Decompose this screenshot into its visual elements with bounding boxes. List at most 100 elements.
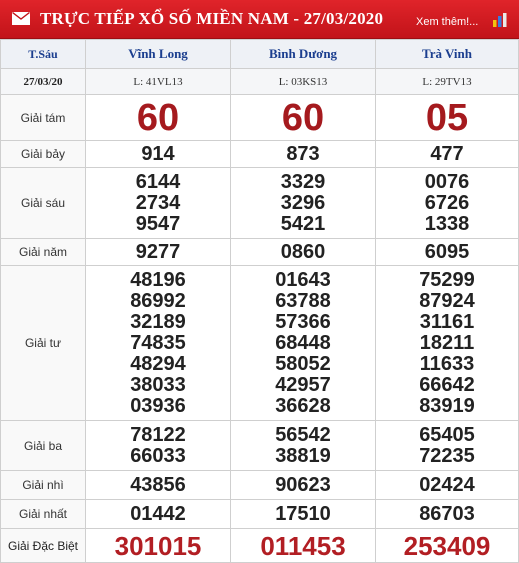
- result-number: 0076: [424, 170, 470, 193]
- prize-result-cell: 6144 2734 9547: [85, 167, 231, 239]
- prize-label: Giải năm: [0, 238, 86, 266]
- prize-result-cell: 01442: [85, 499, 231, 529]
- prize-label: Giải tư: [0, 265, 86, 421]
- result-number: 011453: [260, 530, 346, 561]
- prize-result-cell: 60: [230, 94, 376, 141]
- result-number: 60: [281, 96, 325, 139]
- result-number: 60: [136, 96, 180, 139]
- prize-result-cell: 477: [375, 140, 519, 168]
- ticket-code-0: L: 41VL13: [85, 68, 231, 95]
- result-number: 01442: [130, 502, 186, 525]
- prize-row: Giải bảy 914 873 477: [0, 140, 519, 168]
- prize-result-cell: 65405 72235: [375, 420, 519, 471]
- header-title: TRỰC TIẾP XỔ SỐ MIỀN NAM - 27/03/2020: [40, 9, 384, 28]
- result-number: 86703: [419, 502, 475, 525]
- result-number: 32189: [130, 310, 186, 333]
- result-number: 72235: [419, 444, 475, 467]
- prize-result-cell: 0860: [230, 238, 376, 266]
- result-number: 11633: [419, 352, 475, 375]
- province-name-0[interactable]: Vĩnh Long: [85, 39, 231, 69]
- result-number: 6144: [135, 170, 181, 193]
- prize-label: Giải bảy: [0, 140, 86, 168]
- result-number: 38819: [275, 444, 331, 467]
- prize-result-cell: 253409: [375, 528, 519, 563]
- result-number: 43856: [130, 473, 186, 496]
- prize-result-cell: 9277: [85, 238, 231, 266]
- result-number: 9277: [135, 240, 181, 263]
- prize-result-cell: 6095: [375, 238, 519, 266]
- prize-label: Giải Đặc Biệt: [0, 528, 86, 563]
- result-number: 301015: [114, 530, 202, 561]
- result-number: 18211: [419, 331, 475, 354]
- result-number: 3329: [280, 170, 326, 193]
- prize-result-cell: 873: [230, 140, 376, 168]
- prize-label: Giải nhất: [0, 499, 86, 529]
- header-bar: TRỰC TIẾP XỔ SỐ MIỀN NAM - 27/03/2020 Xe…: [0, 0, 519, 39]
- prize-result-cell: 17510: [230, 499, 376, 529]
- result-number: 90623: [275, 473, 331, 496]
- result-number: 873: [286, 142, 320, 165]
- result-number: 253409: [403, 530, 491, 561]
- prize-result-cell: 3329 3296 5421: [230, 167, 376, 239]
- result-number: 914: [141, 142, 175, 165]
- result-number: 74835: [130, 331, 186, 354]
- result-number: 1338: [424, 212, 470, 235]
- prize-result-cell: 301015: [85, 528, 231, 563]
- result-number: 66033: [130, 444, 186, 467]
- result-number: 02424: [419, 473, 475, 496]
- ticket-code-2: L: 29TV13: [375, 68, 519, 95]
- province-header-row: T.Sáu Vĩnh Long Bình Dương Trà Vinh: [0, 39, 519, 69]
- prize-result-cell: 43856: [85, 470, 231, 500]
- result-number: 48294: [130, 352, 186, 375]
- result-number: 48196: [130, 268, 186, 291]
- result-number: 36628: [275, 394, 331, 417]
- prize-result-cell: 90623: [230, 470, 376, 500]
- result-number: 78122: [130, 423, 186, 446]
- result-number: 87924: [419, 289, 475, 312]
- prize-row: Giải ba 78122 66033 56542 38819 65405 72235: [0, 420, 519, 471]
- result-number: 477: [430, 142, 464, 165]
- bar-chart-icon[interactable]: [492, 13, 508, 27]
- prize-row: Giải nhì 43856 90623 02424: [0, 470, 519, 500]
- result-number: 3296: [280, 191, 326, 214]
- result-number: 2734: [135, 191, 181, 214]
- prize-result-cell: 78122 66033: [85, 420, 231, 471]
- result-number: 01643: [275, 268, 331, 291]
- result-number: 75299: [419, 268, 475, 291]
- prize-result-cell: 60: [85, 94, 231, 141]
- see-more-link[interactable]: Xem thêm!...: [416, 16, 479, 28]
- draw-day: T.Sáu: [0, 39, 86, 69]
- result-number: 03936: [130, 394, 186, 417]
- prize-result-cell: 01643 63788 57366 68448 58052 42957 36628: [230, 265, 376, 421]
- result-number: 57366: [275, 310, 331, 333]
- result-number: 05: [425, 96, 469, 139]
- prize-result-cell: 914: [85, 140, 231, 168]
- result-number: 42957: [275, 373, 331, 396]
- result-number: 83919: [419, 394, 475, 417]
- prize-row: Giải nhất 01442 17510 86703: [0, 499, 519, 529]
- result-number: 56542: [275, 423, 331, 446]
- prize-label: Giải ba: [0, 420, 86, 471]
- result-number: 38033: [130, 373, 186, 396]
- envelope-icon: [12, 12, 30, 25]
- results-table: T.Sáu Vĩnh Long Bình Dương Trà Vinh 27/0…: [0, 39, 519, 563]
- prize-result-cell: 0076 6726 1338: [375, 167, 519, 239]
- result-number: 6726: [424, 191, 470, 214]
- prize-result-cell: 86703: [375, 499, 519, 529]
- prize-row: Giải sáu 6144 2734 9547 3329 3296 5421 0076 6726…: [0, 167, 519, 239]
- result-number: 5421: [280, 212, 326, 235]
- province-name-2[interactable]: Trà Vinh: [375, 39, 519, 69]
- prize-row: Giải tám 60 60 05: [0, 94, 519, 141]
- prize-result-cell: 02424: [375, 470, 519, 500]
- result-number: 17510: [275, 502, 331, 525]
- prize-label: Giải sáu: [0, 167, 86, 239]
- prize-result-cell: 48196 86992 32189 74835 48294 38033 03936: [85, 265, 231, 421]
- result-number: 6095: [424, 240, 470, 263]
- ticket-code-1: L: 03KS13: [230, 68, 376, 95]
- prize-label: Giải tám: [0, 94, 86, 141]
- province-name-1[interactable]: Bình Dương: [230, 39, 376, 69]
- prize-result-cell: 75299 87924 31161 18211 11633 66642 83919: [375, 265, 519, 421]
- draw-date: 27/03/20: [0, 68, 86, 95]
- prize-row: Giải Đặc Biệt 301015 011453 253409: [0, 528, 519, 563]
